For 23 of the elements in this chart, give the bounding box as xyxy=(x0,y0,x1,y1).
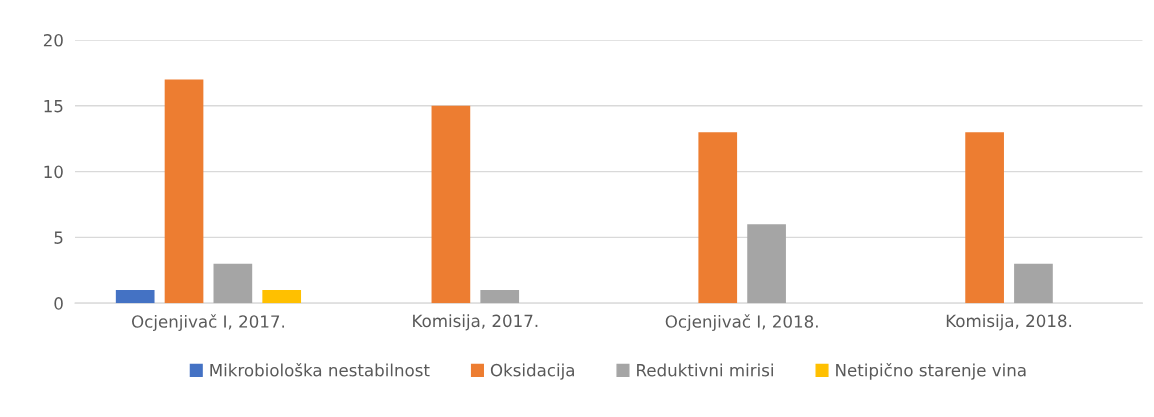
bar xyxy=(1014,263,1053,304)
bar xyxy=(262,290,302,304)
bar xyxy=(480,290,520,304)
legend-label: Netipično starenje vina xyxy=(836,362,1026,380)
x-tick-label: Komisija, 2018. xyxy=(946,314,1072,331)
bar xyxy=(164,79,204,304)
y-tick-label: 5 xyxy=(54,231,63,244)
bar xyxy=(213,263,253,304)
x-tick-label: Ocjenjivač I, 2018. xyxy=(665,314,818,332)
bar xyxy=(965,132,1004,304)
bar xyxy=(698,132,738,304)
bar xyxy=(747,224,786,304)
bar xyxy=(431,105,471,304)
legend-label: Oksidacija xyxy=(490,363,574,380)
y-tick-label: 15 xyxy=(44,99,63,113)
y-tick-label: 0 xyxy=(54,297,63,310)
x-tick-label: Komisija, 2017. xyxy=(413,314,538,331)
x-tick-label: Ocjenjivač I, 2017. xyxy=(132,314,285,332)
bar xyxy=(115,290,155,304)
y-tick-label: 10 xyxy=(44,165,63,179)
y-tick-label: 20 xyxy=(43,33,63,47)
legend-label: Reduktivni mirisi xyxy=(637,363,773,377)
legend-label: Mikrobiološka nestabilnost xyxy=(210,362,430,377)
